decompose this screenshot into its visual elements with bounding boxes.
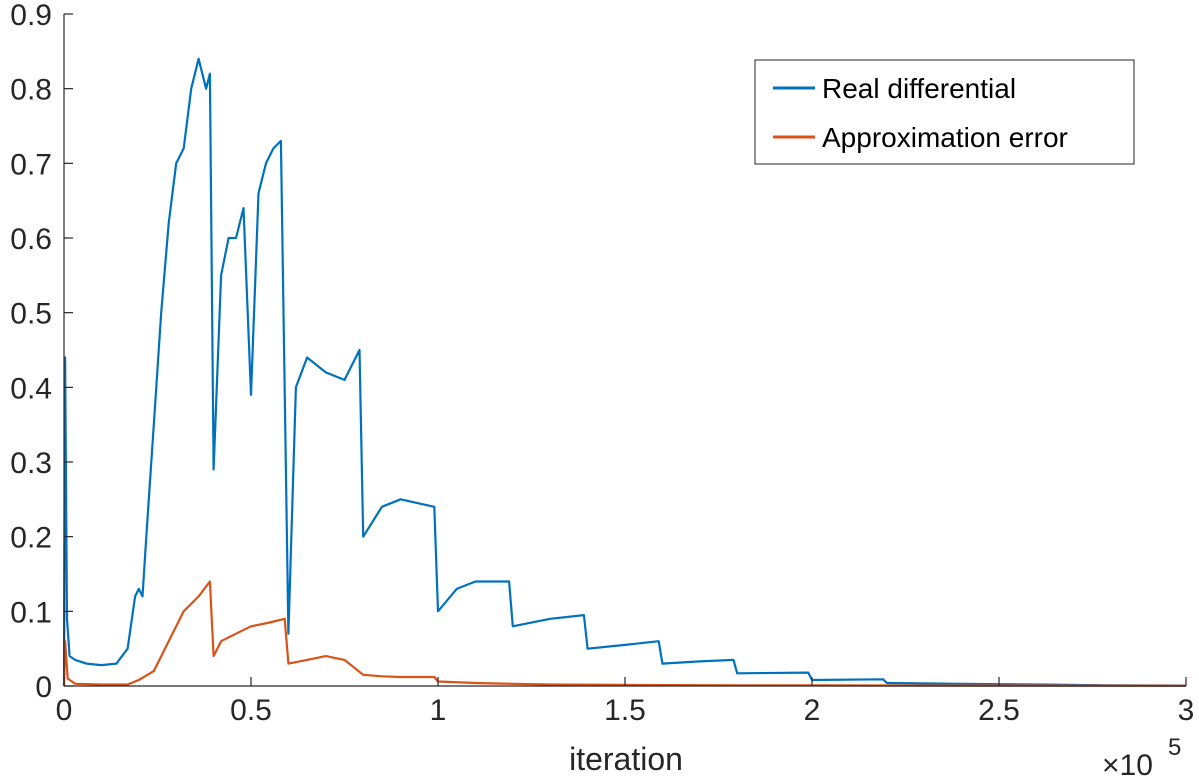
legend-label-approximation-error: Approximation error [822, 122, 1068, 153]
x-tick-label: 2.5 [978, 694, 1020, 727]
axes [63, 13, 1187, 687]
y-tick-label: 0.8 [10, 74, 52, 107]
x-axis-exponent: ×10 5 [1102, 734, 1181, 779]
y-tick-label: 0.1 [10, 596, 52, 629]
x-tick-label: 0.5 [230, 694, 272, 727]
series-layer [62, 57, 1187, 687]
x-axis-exponent-power: 5 [1168, 734, 1181, 761]
series-line-approximation-error [62, 580, 1187, 687]
x-tick-label: 1.5 [604, 694, 646, 727]
legend-box [754, 59, 1135, 165]
x-tick-label: 3 [1178, 694, 1195, 727]
y-tick-label: 0.4 [10, 372, 52, 405]
y-tick-label: 0.7 [10, 148, 52, 181]
legend: Real differential Approximation error [754, 59, 1135, 165]
y-tick-label: 0.5 [10, 298, 52, 331]
series-line-real-differential [62, 57, 1187, 687]
legend-label-real-differential: Real differential [822, 73, 1016, 104]
y-tick-label: 0.6 [10, 223, 52, 256]
x-tick-label: 1 [430, 694, 447, 727]
y-tick-label: 0 [35, 671, 52, 704]
x-tick-label: 2 [804, 694, 821, 727]
x-tick-label: 0 [56, 694, 73, 727]
y-tick-label: 0.3 [10, 447, 52, 480]
tick-labels: 0 0.5 1 1.5 2 2.5 3 0 0.1 0.2 0.3 0.4 0.5 0.6 0.7 0.8 0.… [10, 0, 1194, 727]
y-tick-label: 0.2 [10, 522, 52, 555]
x-axis-label: iteration [569, 741, 683, 777]
y-tick-label: 0.9 [10, 0, 52, 32]
x-axis-exponent-base: ×10 [1102, 749, 1153, 779]
